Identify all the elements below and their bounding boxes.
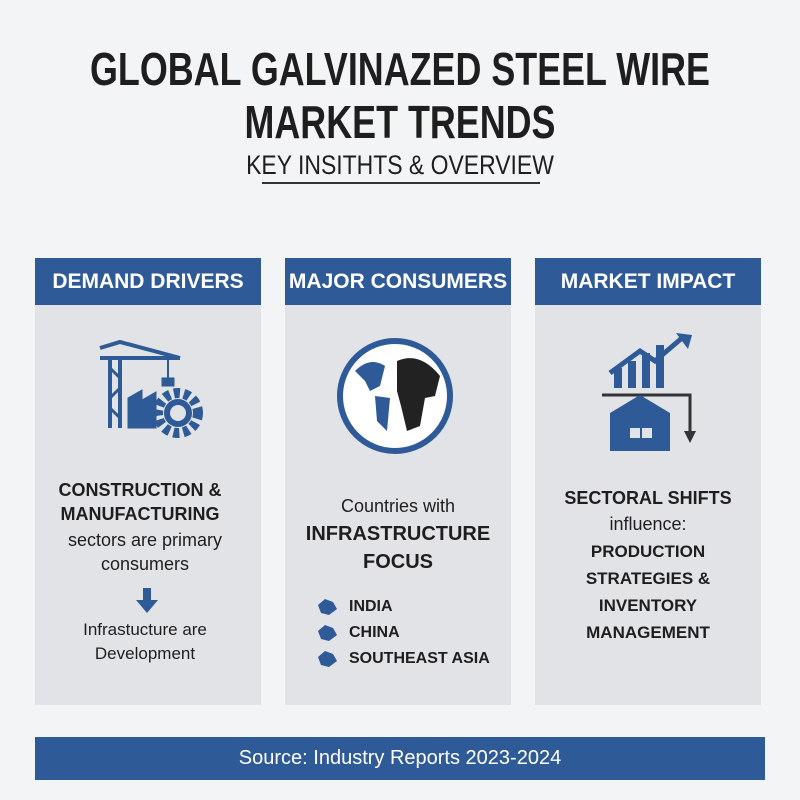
result-text: Infrastucture are Development <box>83 620 207 663</box>
panel-heading: MARKET IMPACT <box>535 258 761 305</box>
crane-icon <box>99 339 203 438</box>
region-item: CHINA <box>315 620 490 646</box>
region-icon <box>318 625 337 641</box>
region-item: SOUTHEAST ASIA <box>315 646 490 672</box>
panel: DEMAND DRIVERS CONSTRUCTION & MANUFACTUR… <box>35 258 261 705</box>
body-text: influence: <box>609 514 687 534</box>
title-line: MARKET TRENDS <box>244 96 556 148</box>
footer-source: Source: Industry Reports 2023-2024 <box>35 737 765 780</box>
emphasis-text: CONSTRUCTION & MANUFACTURING <box>58 480 222 524</box>
panel-heading: MAJOR CONSUMERS <box>285 258 511 305</box>
growth-icon <box>602 333 696 451</box>
title-line: GLOBAL GALVINAZED STEEL WIRE <box>90 43 710 95</box>
down-arrow <box>136 588 158 613</box>
region-name: CHINA <box>349 624 400 641</box>
region-list: INDIA CHINA SOUTHEAST ASIA <box>315 594 490 672</box>
emphasis-text: INFRASTRUCTURE FOCUS <box>305 523 491 573</box>
result-text: PRODUCTION STRATEGIES & INVENTORY MANAGE… <box>585 542 711 642</box>
region-icon <box>318 599 337 615</box>
region-icon <box>318 651 337 667</box>
region-name: SOUTHEAST ASIA <box>349 650 490 667</box>
globe-icon <box>337 338 453 454</box>
panel-heading: DEMAND DRIVERS <box>35 258 261 305</box>
panel: MARKET IMPACT SECTORAL SHIFTS influence:… <box>535 258 761 705</box>
subtitle-rule <box>262 182 540 184</box>
intro-text: Countries with <box>340 496 456 516</box>
body-text: sectors are primary consumers <box>67 530 223 574</box>
subtitle: KEY INSITHTS & OVERVIEW <box>246 150 554 180</box>
region-name: INDIA <box>349 598 393 615</box>
region-item: INDIA <box>315 594 490 620</box>
emphasis-text: SECTORAL SHIFTS <box>564 488 732 508</box>
panel: MAJOR CONSUMERS Countries with INFRASTRU… <box>285 258 511 705</box>
